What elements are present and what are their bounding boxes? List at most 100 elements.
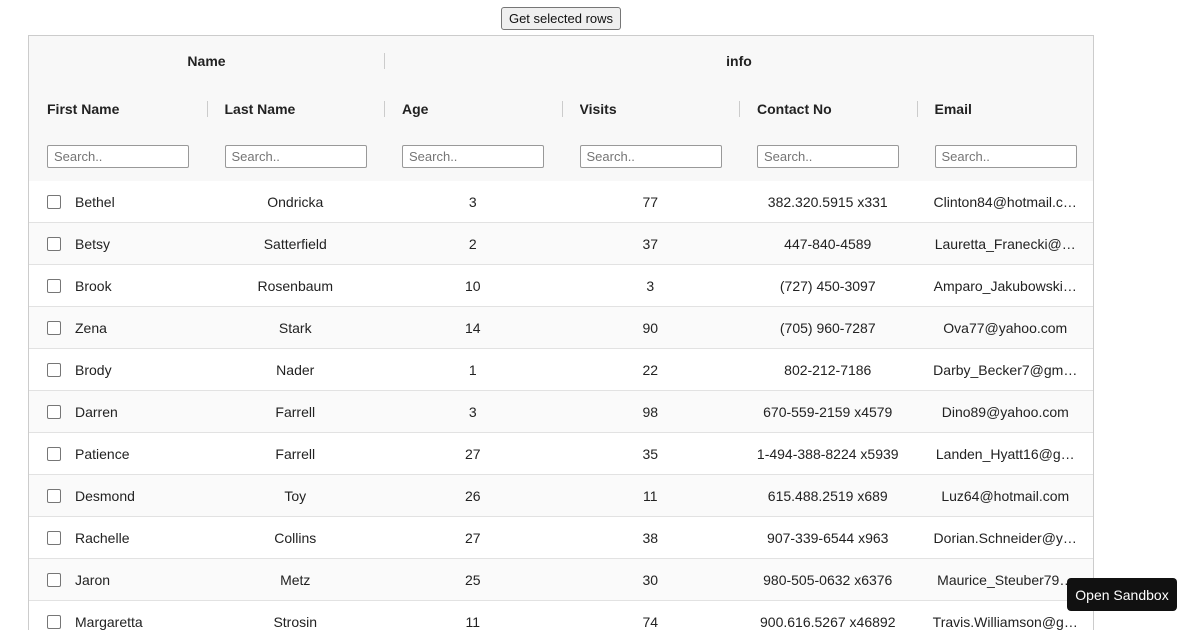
table-cell: 2 — [468, 235, 477, 252]
column-header[interactable]: First Name — [47, 101, 120, 117]
table-cell: 615.488.2519 x689 — [767, 487, 888, 504]
column-header[interactable]: Visits — [579, 101, 617, 117]
table-row: Brody Nader 1 22 802-212-7186 Darby_Becker7@g… — [29, 349, 1093, 391]
table-row: Bethel Ondricka 3 77 382.320.5915 x331 Clinto… — [29, 181, 1093, 223]
table-cell: Lauretta_Franecki@… — [934, 235, 1076, 252]
table-cell: Amparo_Jakubowski… — [933, 277, 1077, 294]
column-header-row: First Name Last Name Age Visits Contact No Em… — [29, 85, 1093, 134]
table-cell: Ondricka — [267, 193, 324, 210]
table-row: Darren Farrell 3 98 670-559-2159 x4579 Dino89… — [29, 391, 1093, 433]
table-cell: Darren — [75, 403, 118, 420]
table-cell: Patience — [75, 445, 130, 462]
table-cell: Margaretta — [75, 613, 143, 630]
filter-input[interactable] — [224, 145, 367, 168]
table-cell: Landen_Hyatt16@g… — [935, 445, 1075, 462]
column-header[interactable]: Email — [934, 101, 972, 117]
row-checkbox[interactable] — [47, 321, 61, 335]
header-separator — [561, 101, 563, 117]
table-cell: 10 — [464, 277, 481, 294]
table-row: Jaron Metz 25 30 980-505-0632 x6376 Maurice_S… — [29, 559, 1093, 601]
header-separator — [384, 101, 385, 117]
table-cell: 27 — [464, 445, 481, 462]
open-sandbox-button[interactable]: Open Sandbox — [1067, 578, 1177, 611]
table-cell: 907-339-6544 x963 — [767, 529, 889, 546]
table-cell: (727) 450-3097 — [779, 277, 876, 294]
table-cell: Rosenbaum — [257, 277, 334, 294]
row-checkbox[interactable] — [47, 195, 61, 209]
table-cell: 980-505-0632 x6376 — [763, 571, 893, 588]
table-cell: Desmond — [75, 487, 135, 504]
table-cell: 1-494-388-8224 x5939 — [756, 445, 899, 462]
table-cell: 670-559-2159 x4579 — [763, 403, 893, 420]
group-header: Name — [187, 52, 226, 69]
table-cell: 77 — [642, 193, 659, 210]
table-cell: 98 — [642, 403, 659, 420]
row-checkbox[interactable] — [47, 279, 61, 293]
table-row: Patience Farrell 27 35 1-494-388-8224 x5939 L… — [29, 433, 1093, 475]
group-header: info — [726, 52, 752, 69]
header-separator — [206, 101, 208, 117]
table-cell: Farrell — [275, 403, 316, 420]
table-cell: 22 — [642, 361, 659, 378]
row-checkbox[interactable] — [47, 531, 61, 545]
row-checkbox[interactable] — [47, 489, 61, 503]
table-cell: Bethel — [75, 193, 115, 210]
column-header[interactable]: Last Name — [224, 101, 296, 117]
table-cell: 382.320.5915 x331 — [767, 193, 888, 210]
row-checkbox[interactable] — [47, 615, 61, 629]
data-grid: Name info First Name Last Name Age Visits Cont… — [28, 35, 1094, 630]
table-row: Margaretta Strosin 11 74 900.616.5267 x46892… — [29, 601, 1093, 630]
row-checkbox[interactable] — [47, 573, 61, 587]
table-cell: Metz — [280, 571, 311, 588]
get-selected-rows-button[interactable]: Get selected rows — [501, 7, 621, 30]
header-separator — [916, 101, 918, 117]
table-cell: Travis.Williamson@g… — [932, 613, 1078, 630]
filter-input[interactable] — [934, 145, 1077, 168]
row-checkbox[interactable] — [47, 363, 61, 377]
table-cell: 1 — [468, 361, 477, 378]
table-cell: Ova77@yahoo.com — [943, 319, 1068, 336]
table-cell: Toy — [284, 487, 307, 504]
table-cell: 447-840-4589 — [784, 235, 872, 252]
table-cell: Stark — [278, 319, 312, 336]
table-cell: Farrell — [275, 445, 316, 462]
column-header[interactable]: Age — [402, 101, 429, 117]
row-checkbox[interactable] — [47, 405, 61, 419]
table-cell: 3 — [468, 193, 477, 210]
table-cell: Brook — [75, 277, 112, 294]
table-row: Betsy Satterfield 2 37 447-840-4589 Lauretta_… — [29, 223, 1093, 265]
table-cell: Brody — [75, 361, 112, 378]
row-checkbox[interactable] — [47, 237, 61, 251]
table-cell: 11 — [642, 487, 658, 504]
group-header-row: Name info — [29, 36, 1093, 86]
table-cell: 30 — [642, 571, 659, 588]
table-cell: Luz64@hotmail.com — [941, 487, 1070, 504]
filter-input[interactable] — [402, 145, 544, 168]
table-cell: 90 — [642, 319, 659, 336]
table-cell: Zena — [75, 319, 107, 336]
table-cell: 3 — [468, 403, 477, 420]
header-separator — [384, 53, 385, 69]
header-separator — [739, 101, 740, 117]
table-cell: Dino89@yahoo.com — [941, 403, 1069, 420]
table-row: Brook Rosenbaum 10 3 (727) 450-3097 Amparo_Ja… — [29, 265, 1093, 307]
table-row: Desmond Toy 26 11 615.488.2519 x689 Luz64@hot… — [29, 475, 1093, 517]
table-cell: 900.616.5267 x46892 — [760, 613, 896, 630]
filter-input[interactable] — [579, 145, 722, 168]
filter-input[interactable] — [47, 145, 189, 168]
table-cell: 27 — [464, 529, 481, 546]
table-cell: Collins — [274, 529, 317, 546]
filter-input[interactable] — [757, 145, 899, 168]
table-cell: Nader — [276, 361, 315, 378]
table-cell: 3 — [646, 277, 655, 294]
table-cell: Betsy — [75, 235, 111, 252]
table-cell: 26 — [464, 487, 481, 504]
table-cell: 37 — [642, 235, 659, 252]
table-cell: 35 — [642, 445, 659, 462]
row-checkbox[interactable] — [47, 447, 61, 461]
column-header[interactable]: Contact No — [757, 101, 832, 117]
table-cell: Clinton84@hotmail.c… — [933, 193, 1077, 210]
filter-row — [29, 133, 1093, 182]
table-cell: (705) 960-7287 — [779, 319, 876, 336]
